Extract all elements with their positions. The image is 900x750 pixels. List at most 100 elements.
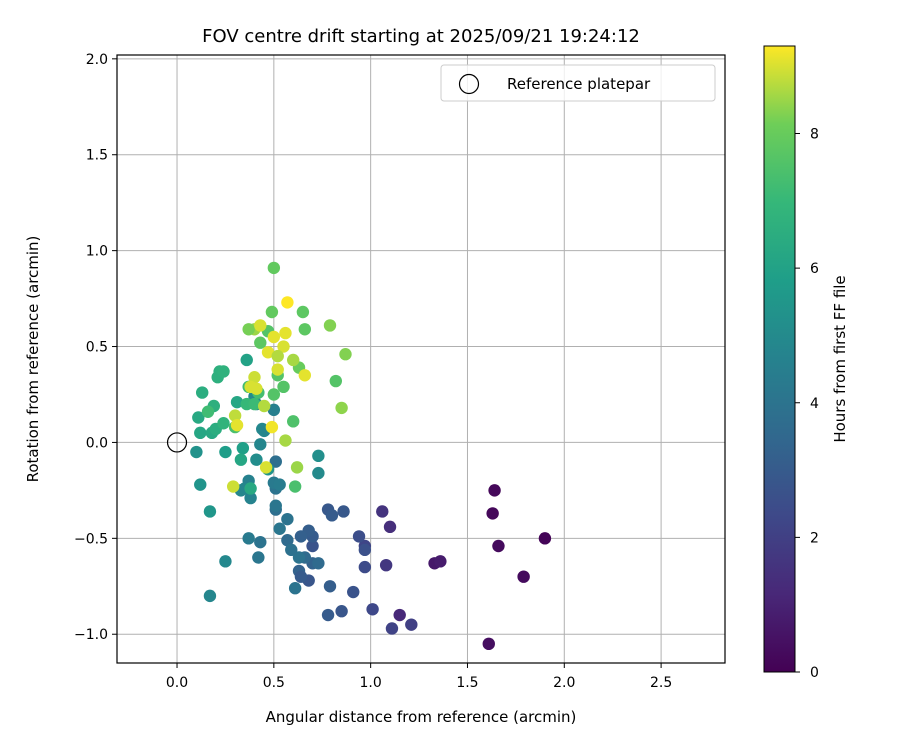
scatter-point xyxy=(285,543,298,557)
scatter-point xyxy=(298,323,312,336)
scatter-point xyxy=(294,570,308,583)
scatter-point xyxy=(267,261,281,275)
scatter-point xyxy=(194,426,207,440)
legend: Reference platepar xyxy=(440,64,716,102)
scatter-point xyxy=(261,346,275,359)
scatter-point xyxy=(201,405,215,418)
scatter-point xyxy=(190,445,203,459)
y-axis-label: Rotation from reference (arcmin) xyxy=(24,236,42,483)
colorbar-tick-label: 0 xyxy=(810,665,819,681)
scatter-point xyxy=(492,539,505,553)
scatter-point xyxy=(323,319,337,332)
scatter-point xyxy=(296,305,310,319)
data-points xyxy=(190,261,552,651)
scatter-point xyxy=(192,411,205,424)
scatter-point xyxy=(195,386,209,399)
scatter-point xyxy=(290,461,304,474)
scatter-point xyxy=(335,401,348,415)
scatter-point xyxy=(230,418,244,432)
scatter-point xyxy=(312,557,325,570)
colorbar-label: Hours from first FF file xyxy=(831,275,849,442)
scatter-point xyxy=(358,543,372,557)
scatter-point xyxy=(248,371,261,384)
legend-label: Reference platepar xyxy=(507,75,651,93)
scatter-point xyxy=(244,482,257,495)
scatter-point xyxy=(273,522,286,535)
x-axis-label: Angular distance from reference (arcmin) xyxy=(266,708,577,726)
scatter-point xyxy=(217,417,230,430)
y-tick-label: −1.0 xyxy=(74,627,108,643)
scatter-point xyxy=(267,330,281,344)
y-tick-label: −0.5 xyxy=(74,531,108,547)
scatter-point xyxy=(482,637,495,651)
scatter-point xyxy=(486,507,499,520)
scatter-point xyxy=(488,484,501,497)
scatter-point xyxy=(517,570,530,583)
scatter-point xyxy=(254,336,267,349)
scatter-point xyxy=(287,353,300,367)
scatter-point xyxy=(298,369,312,382)
x-tick-label: 0.5 xyxy=(263,675,285,691)
scatter-point xyxy=(279,326,292,340)
scatter-point xyxy=(254,535,267,549)
scatter-point xyxy=(292,551,306,564)
scatter-point xyxy=(277,380,290,394)
legend-marker-icon xyxy=(458,73,480,95)
scatter-point xyxy=(230,395,244,409)
grid-lines xyxy=(117,55,725,663)
scatter-point xyxy=(267,388,281,401)
scatter-point xyxy=(219,445,232,459)
y-tick-label: 1.0 xyxy=(86,244,108,260)
chart-title: FOV centre drift starting at 2025/09/21 … xyxy=(202,26,640,47)
scatter-point xyxy=(244,380,257,394)
scatter-point xyxy=(288,480,302,493)
scatter-point xyxy=(294,530,308,543)
scatter-point xyxy=(335,605,348,618)
scatter-point xyxy=(306,539,319,553)
scatter-point xyxy=(269,499,282,512)
scatter-point xyxy=(352,530,366,543)
scatter-point xyxy=(259,461,273,474)
scatter-point xyxy=(269,455,282,468)
y-tick-label: 2.0 xyxy=(86,52,108,68)
scatter-point xyxy=(242,323,255,336)
scatter-point xyxy=(242,532,255,545)
scatter-point xyxy=(393,608,406,622)
x-tick-label: 2.0 xyxy=(553,675,575,691)
scatter-point xyxy=(434,555,447,568)
scatter-point xyxy=(323,580,337,593)
scatter-point xyxy=(250,453,263,466)
y-tick-label: 0.0 xyxy=(86,435,108,451)
scatter-point xyxy=(279,434,292,447)
colorbar: 0 2 4 6 8 Hours from first FF file xyxy=(763,45,849,681)
legend-box xyxy=(440,64,716,102)
scatter-point xyxy=(203,589,217,603)
scatter-point xyxy=(267,403,281,417)
scatter-point xyxy=(347,585,360,599)
scatter-point xyxy=(288,581,302,595)
scatter-point xyxy=(277,340,290,353)
scatter-point xyxy=(281,296,294,309)
scatter-point xyxy=(226,480,240,493)
scatter-point xyxy=(271,363,284,376)
scatter-point xyxy=(325,509,339,522)
x-tick-label: 0.0 xyxy=(166,675,188,691)
scatter-point xyxy=(379,558,393,572)
scatter-point xyxy=(217,365,230,378)
scatter-point xyxy=(257,399,271,413)
scatter-point xyxy=(538,532,552,545)
y-tick-label: 1.5 xyxy=(86,148,108,164)
y-tick-label: 0.5 xyxy=(86,340,108,356)
scatter-point xyxy=(265,305,279,319)
plot-frame xyxy=(116,54,726,664)
x-tick-label: 1.0 xyxy=(360,675,382,691)
scatter-point xyxy=(236,441,250,455)
scatter-point xyxy=(254,438,267,451)
axis-ticks: 0.0 0.5 1.0 1.5 2.0 2.5 −1.0 −0.5 0.0 0.5 1.0 1.5 2.… xyxy=(74,52,672,691)
scatter-point xyxy=(248,397,261,411)
scatter-point xyxy=(254,319,267,332)
scatter-point xyxy=(337,505,350,518)
scatter-point xyxy=(194,478,207,491)
scatter-point xyxy=(203,505,217,518)
